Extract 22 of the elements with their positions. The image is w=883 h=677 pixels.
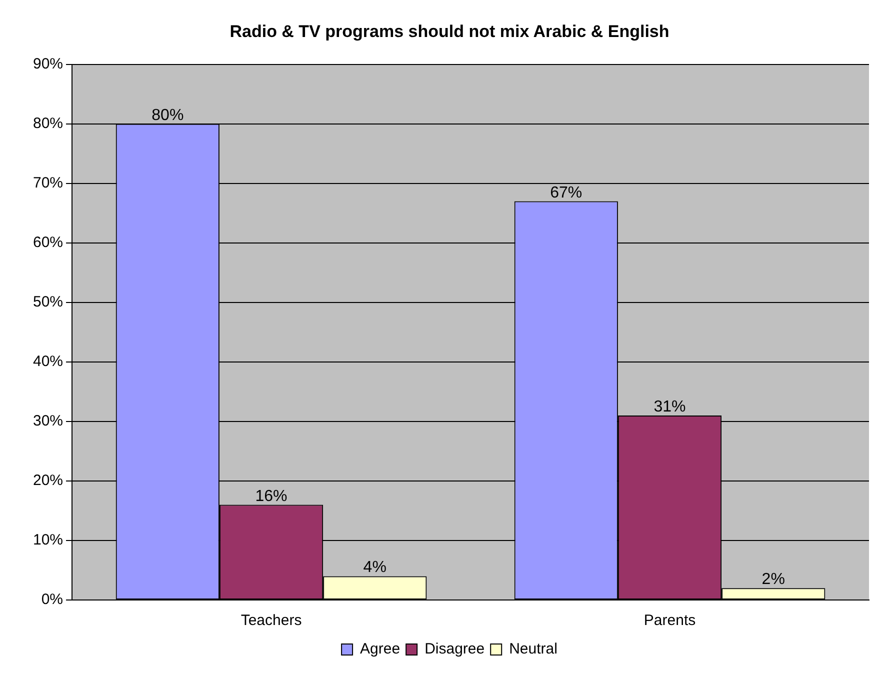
legend-label: Agree — [360, 640, 400, 658]
legend-label: Neutral — [509, 640, 558, 658]
y-tick-label: 50% — [32, 294, 64, 311]
data-label: 80% — [152, 106, 184, 124]
chart-title: Radio & TV programs should not mix Arabic & English — [230, 22, 670, 41]
data-label: 4% — [363, 559, 386, 576]
x-tick-label: Teachers — [240, 612, 302, 630]
data-label: 31% — [654, 398, 686, 416]
y-tick-label: 40% — [32, 353, 64, 370]
y-tick-label: 60% — [32, 234, 64, 252]
y-tick-label: 10% — [32, 532, 64, 549]
data-label: 16% — [255, 488, 288, 505]
y-tick-label: 90% — [32, 56, 64, 73]
y-tick-label: 0% — [41, 591, 64, 608]
y-tick-label: 20% — [32, 472, 64, 490]
y-tick-label: 30% — [32, 412, 64, 430]
legend-label: Disagree — [424, 640, 485, 658]
y-tick-label: 70% — [32, 174, 64, 192]
data-label: 67% — [550, 184, 582, 202]
y-tick-label: 80% — [32, 115, 64, 132]
data-label: 2% — [762, 571, 785, 588]
x-tick-label: Parents — [644, 612, 696, 630]
